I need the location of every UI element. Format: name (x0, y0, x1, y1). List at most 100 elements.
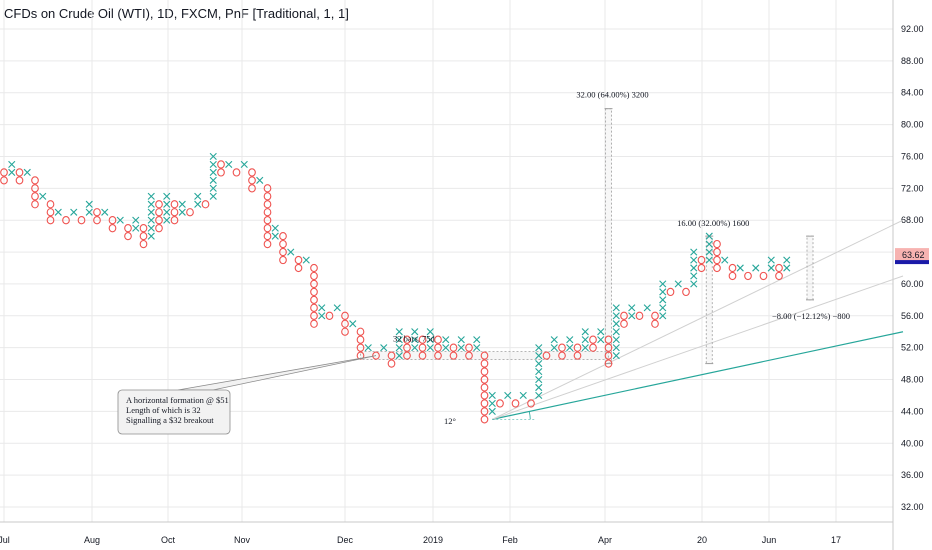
pnf-x-mark (566, 336, 574, 344)
pnf-o-mark (263, 224, 272, 233)
pnf-o-mark (31, 176, 39, 185)
pnf-x-mark (550, 336, 558, 344)
pnf-x-mark (690, 272, 698, 280)
pnf-o-mark (170, 216, 179, 225)
pnf-x-mark (488, 399, 496, 408)
pnf-o-mark (217, 160, 225, 169)
pnf-x-mark (535, 344, 543, 352)
pnf-x-mark (752, 264, 760, 272)
trendline-fan-2[interactable] (492, 275, 904, 420)
pnf-o-mark (697, 263, 706, 273)
pnf-o-mark (279, 231, 287, 241)
pnf-o-mark (480, 391, 489, 400)
trendline-fan-1[interactable] (492, 219, 904, 420)
pnf-x-mark (380, 344, 388, 352)
time-tick-label: 20 (697, 535, 707, 545)
pnf-x-mark (163, 192, 171, 200)
current-price-badge (895, 248, 929, 263)
pnf-o-mark (713, 239, 721, 249)
time-tick-label: Apr (598, 535, 612, 545)
pnf-o-mark (263, 184, 272, 193)
pnf-o-mark (728, 263, 737, 273)
pnf-x-mark (783, 264, 791, 272)
pnf-x-mark (8, 168, 16, 176)
pnf-x-mark (535, 360, 543, 368)
callout-box[interactable] (117, 389, 231, 435)
pnf-o-mark (573, 343, 582, 352)
callout-line: A horizontal formation @ $51 (126, 395, 229, 405)
range-measure-label: 32.00 (64.00%) 3200 (576, 90, 648, 100)
pnf-x-mark (659, 296, 667, 304)
pnf-x-mark (612, 304, 620, 312)
pnf-x-mark (395, 328, 403, 336)
time-tick-label: Jun (762, 535, 777, 545)
pnf-x-mark (240, 160, 248, 169)
pnf-x-mark (8, 160, 16, 169)
range-measure-box[interactable] (705, 235, 713, 364)
pnf-x-mark (178, 208, 186, 216)
pnf-x-mark (256, 176, 264, 184)
pnf-x-mark (132, 216, 140, 224)
pnf-o-mark (387, 351, 396, 360)
pnf-x-mark (147, 192, 155, 200)
pnf-o-mark (139, 224, 148, 233)
pnf-o-mark (511, 399, 520, 408)
pnf-o-mark (217, 168, 225, 177)
pnf-x-mark (535, 391, 543, 400)
horizontal-formation-label: 32 bars, 75d (393, 334, 436, 344)
pnf-o-mark (46, 208, 55, 217)
pnf-o-mark (62, 216, 70, 225)
pnf-x-mark (101, 208, 109, 216)
pnf-x-mark (581, 344, 589, 352)
pnf-x-mark (473, 344, 481, 352)
pnf-o-mark (310, 311, 318, 320)
time-tick-label: 17 (831, 535, 841, 545)
pnf-o-mark (775, 263, 783, 273)
pnf-o-mark (155, 200, 163, 209)
horizontal-formation-measure[interactable] (360, 351, 609, 361)
pnf-x-mark (39, 192, 47, 200)
pnf-o-mark (341, 319, 349, 328)
price-tick-label: 52.00 (901, 343, 924, 353)
pnf-x-mark (132, 224, 140, 232)
angle-arc (528, 411, 531, 420)
pnf-x-mark (209, 160, 217, 169)
pnf-x-mark (690, 248, 698, 256)
pnf-o-mark (294, 263, 303, 273)
price-tick-label: 80.00 (901, 120, 924, 130)
pnf-o-mark (604, 335, 613, 344)
pnf-x-mark (70, 208, 78, 216)
range-measure-box[interactable] (806, 235, 814, 301)
pnf-o-mark (465, 351, 473, 360)
pnf-o-mark (744, 271, 752, 281)
pnf-x-mark (705, 240, 713, 248)
pnf-o-mark (263, 200, 272, 209)
pnf-o-mark (604, 343, 613, 352)
pnf-x-mark (442, 336, 450, 344)
pnf-o-mark (480, 415, 489, 424)
pnf-o-mark (15, 176, 24, 185)
pnf-x-mark (302, 256, 310, 264)
pnf-o-mark (170, 200, 179, 209)
pnf-x-mark (178, 200, 186, 208)
pnf-x-mark (209, 176, 217, 184)
time-tick-label: Oct (161, 535, 176, 545)
price-tick-label: 84.00 (901, 88, 924, 98)
pnf-x-mark (628, 304, 636, 312)
pnf-o-mark (248, 168, 256, 177)
range-measure-box[interactable] (605, 108, 612, 364)
trendline-support[interactable] (492, 331, 904, 420)
pnf-x-mark (23, 168, 31, 176)
pnf-o-mark (201, 200, 210, 209)
pnf-x-mark (659, 288, 667, 296)
pnf-o-mark (387, 359, 396, 368)
pnf-o-mark (0, 176, 8, 185)
pnf-o-mark (263, 216, 272, 225)
pnf-x-mark (736, 264, 744, 272)
pnf-o-mark (635, 311, 644, 320)
pnf-o-mark (604, 359, 613, 368)
pnf-o-mark (775, 271, 783, 281)
pnf-x-mark (705, 232, 713, 240)
